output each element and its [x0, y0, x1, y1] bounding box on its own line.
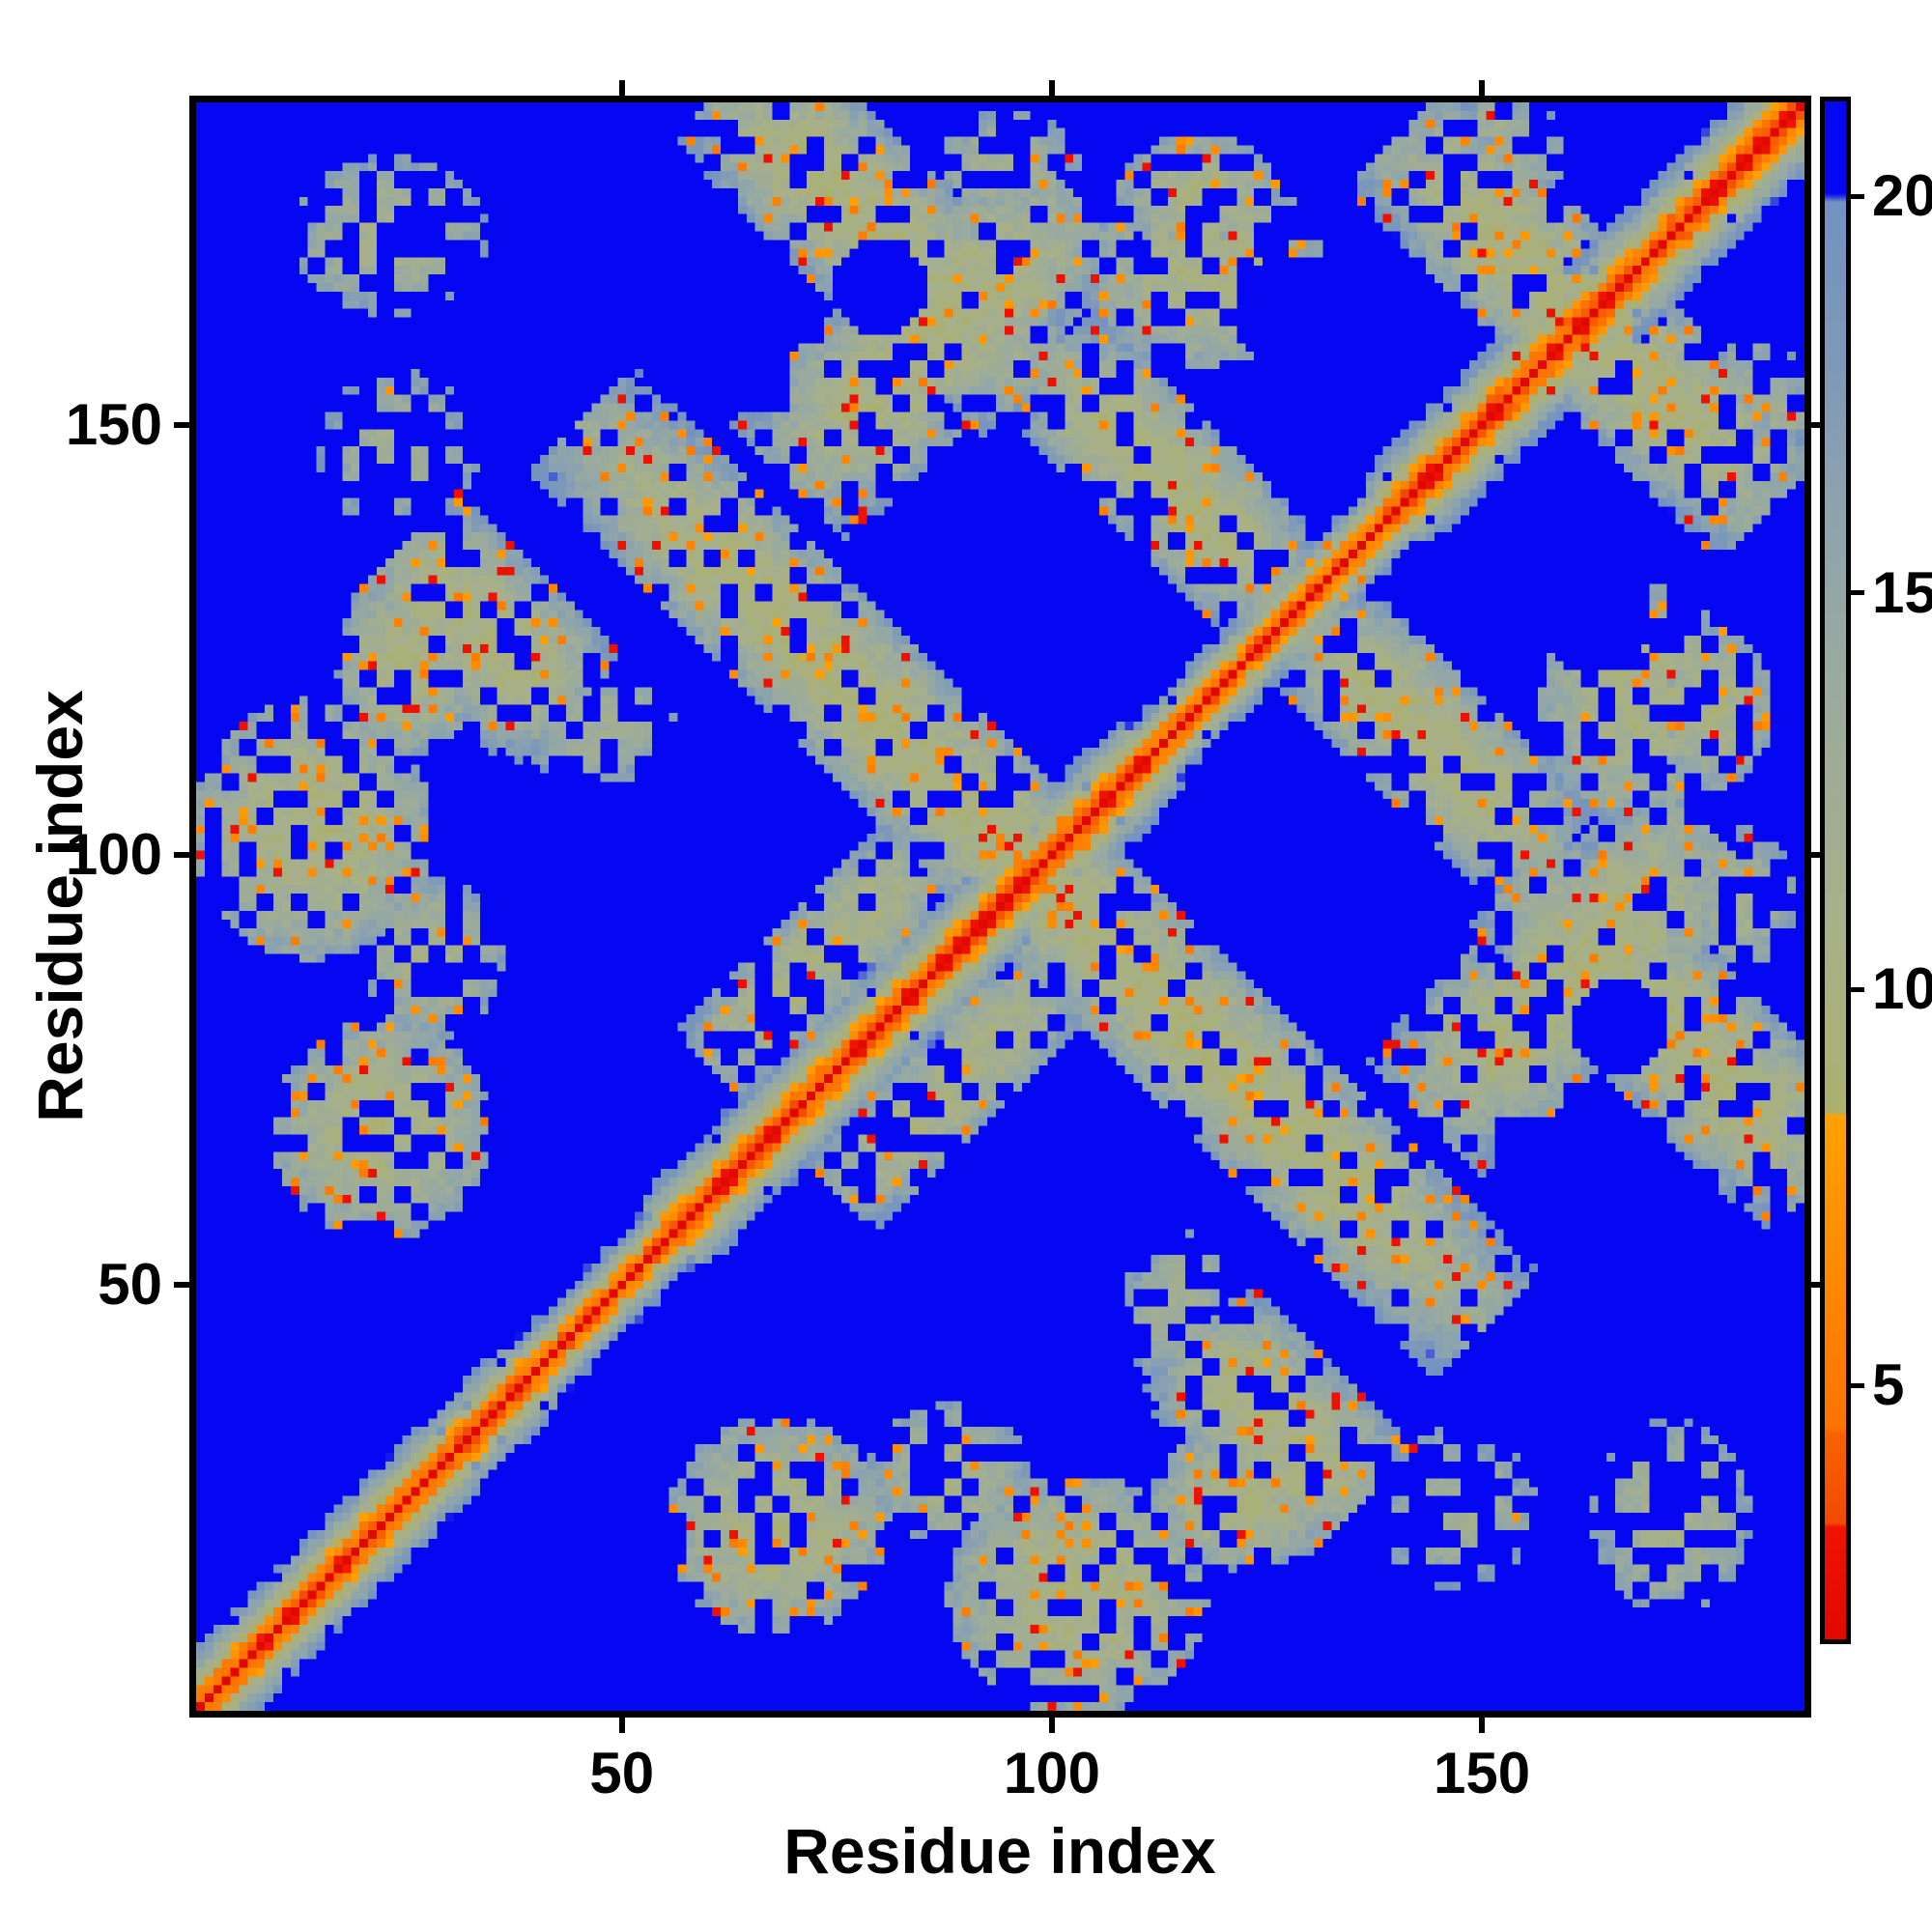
y-axis-tick-label: 50 [98, 1252, 162, 1318]
y-axis-right-tick [1811, 852, 1827, 859]
colorbar-tick [1851, 986, 1864, 992]
y-axis-tick [174, 1282, 189, 1289]
colorbar-gradient-canvas [1825, 101, 1846, 1639]
colorbar-tick [1851, 1382, 1864, 1388]
x-axis-tick [618, 1718, 625, 1733]
y-axis-right-tick [1811, 421, 1827, 428]
y-axis-tick [174, 852, 189, 859]
x-axis-label: Residue index [783, 1815, 1216, 1887]
colorbar-tick-label: 15 [1872, 559, 1932, 625]
colorbar-tick [1851, 193, 1864, 199]
x-axis-tick [1479, 1718, 1486, 1733]
colorbar-tick-label: 20 [1872, 163, 1932, 229]
y-axis-right-tick [1811, 1282, 1827, 1289]
y-axis-tick-label: 100 [65, 822, 162, 888]
heatmap-canvas [196, 102, 1804, 1711]
x-axis-tick-label: 50 [589, 1741, 655, 1805]
y-axis-tick-label: 150 [65, 391, 162, 457]
x-axis-tick [1048, 1718, 1055, 1733]
x-axis-tick-label: 150 [1434, 1741, 1531, 1805]
colorbar [1820, 97, 1851, 1644]
y-axis-tick [174, 421, 189, 428]
plot-area [189, 96, 1811, 1718]
y-axis-label: Residue index [24, 690, 96, 1122]
x-axis-tick-label: 100 [1003, 1741, 1100, 1805]
colorbar-tick-label: 10 [1872, 956, 1932, 1022]
colorbar-tick [1851, 590, 1864, 596]
x-axis-top-tick [1479, 80, 1486, 96]
x-axis-top-tick [618, 80, 625, 96]
colorbar-tick-label: 5 [1872, 1352, 1905, 1418]
x-axis-top-tick [1048, 80, 1055, 96]
